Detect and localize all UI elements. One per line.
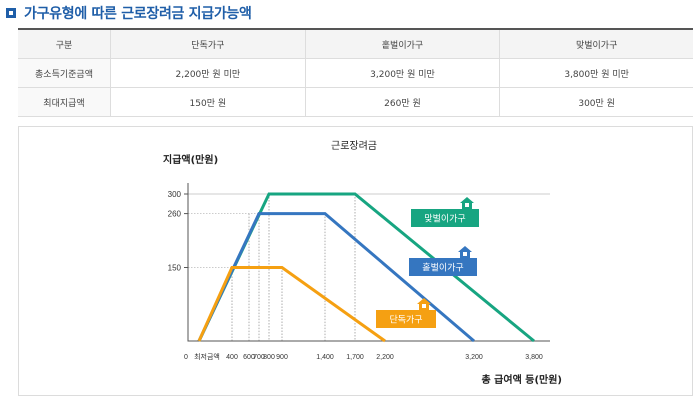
y-tick-label: 300 <box>168 190 182 199</box>
x-tick-label: 최저금액 <box>194 352 220 361</box>
house-window-icon <box>465 203 469 207</box>
x-origin-label: 0 <box>184 354 188 361</box>
series-line <box>197 266 386 343</box>
table-cell: 300만 원 <box>499 87 693 117</box>
table-cell: 최대지급액 <box>18 87 111 117</box>
series-tag-box <box>376 310 436 328</box>
table-cell: 총소득기준금액 <box>18 58 111 88</box>
eligibility-table: 구분 단독가구 홑벌이가구 맞벌이가구 총소득기준금액 2,200만 원 미만 … <box>18 28 693 117</box>
x-tick-label: 1,400 <box>316 354 334 361</box>
table-header: 홑벌이가구 <box>304 29 500 59</box>
table-row: 총소득기준금액 2,200만 원 미만 3,200만 원 미만 3,800만 원… <box>18 58 693 88</box>
table-header: 구분 <box>18 29 111 59</box>
table-cell: 3,800만 원 미만 <box>499 58 693 88</box>
x-tick-label: 900 <box>276 354 288 361</box>
x-tick-label: 2,200 <box>376 354 394 361</box>
table-cell: 260만 원 <box>304 87 500 117</box>
series-tag: 맞벌이가구 <box>411 197 479 227</box>
table-cell: 150만 원 <box>110 87 306 117</box>
series-tag-box <box>411 209 479 227</box>
series-tag: 홑벌이가구 <box>409 246 477 276</box>
benefit-chart: 근로장려금 지급액(만원) 총 급여액 등(만원) 0 300 260 150 최저금… <box>163 140 562 386</box>
section-heading: 가구유형에 따른 근로장려금 지급가능액 <box>6 4 252 22</box>
x-tick-label: 800 <box>263 354 275 361</box>
x-axis-title: 총 급여액 등(만원) <box>481 373 562 386</box>
table-header-row: 구분 단독가구 홑벌이가구 맞벌이가구 <box>18 29 693 59</box>
x-tick-label: 3,200 <box>465 354 483 361</box>
series-tag: 단독가구 <box>376 298 436 328</box>
y-tick-label: 150 <box>168 264 182 273</box>
house-window-icon <box>422 304 426 308</box>
x-tick-label: 700 <box>253 354 265 361</box>
series-tag-label: 단독가구 <box>389 315 422 326</box>
chart-title: 근로장려금 <box>331 140 377 152</box>
x-tick-label: 400 <box>226 354 238 361</box>
x-tick-label: 1,700 <box>346 354 364 361</box>
house-window-icon <box>463 252 467 256</box>
x-tick-label: 600 <box>243 354 255 361</box>
chart-container: 근로장려금 지급액(만원) 총 급여액 등(만원) 0 300 260 150 최저금… <box>18 126 693 396</box>
y-axis-title: 지급액(만원) <box>163 153 218 166</box>
bullet-square-icon <box>6 8 16 18</box>
series-tag-label: 맞벌이가구 <box>424 213 465 225</box>
table-header: 단독가구 <box>110 29 306 59</box>
chart-axes <box>187 183 550 342</box>
y-tick-label: 260 <box>168 210 182 219</box>
section-title: 가구유형에 따른 근로장려금 지급가능액 <box>24 6 252 22</box>
table-header: 맞벌이가구 <box>499 29 693 59</box>
series-tag-box <box>409 258 477 276</box>
table-row: 최대지급액 150만 원 260만 원 300만 원 <box>18 87 693 117</box>
table-cell: 3,200만 원 미만 <box>304 58 500 88</box>
x-tick-label: 3,800 <box>525 354 543 361</box>
table-cell: 2,200만 원 미만 <box>110 58 306 88</box>
series-tag-label: 홑벌이가구 <box>422 262 463 274</box>
